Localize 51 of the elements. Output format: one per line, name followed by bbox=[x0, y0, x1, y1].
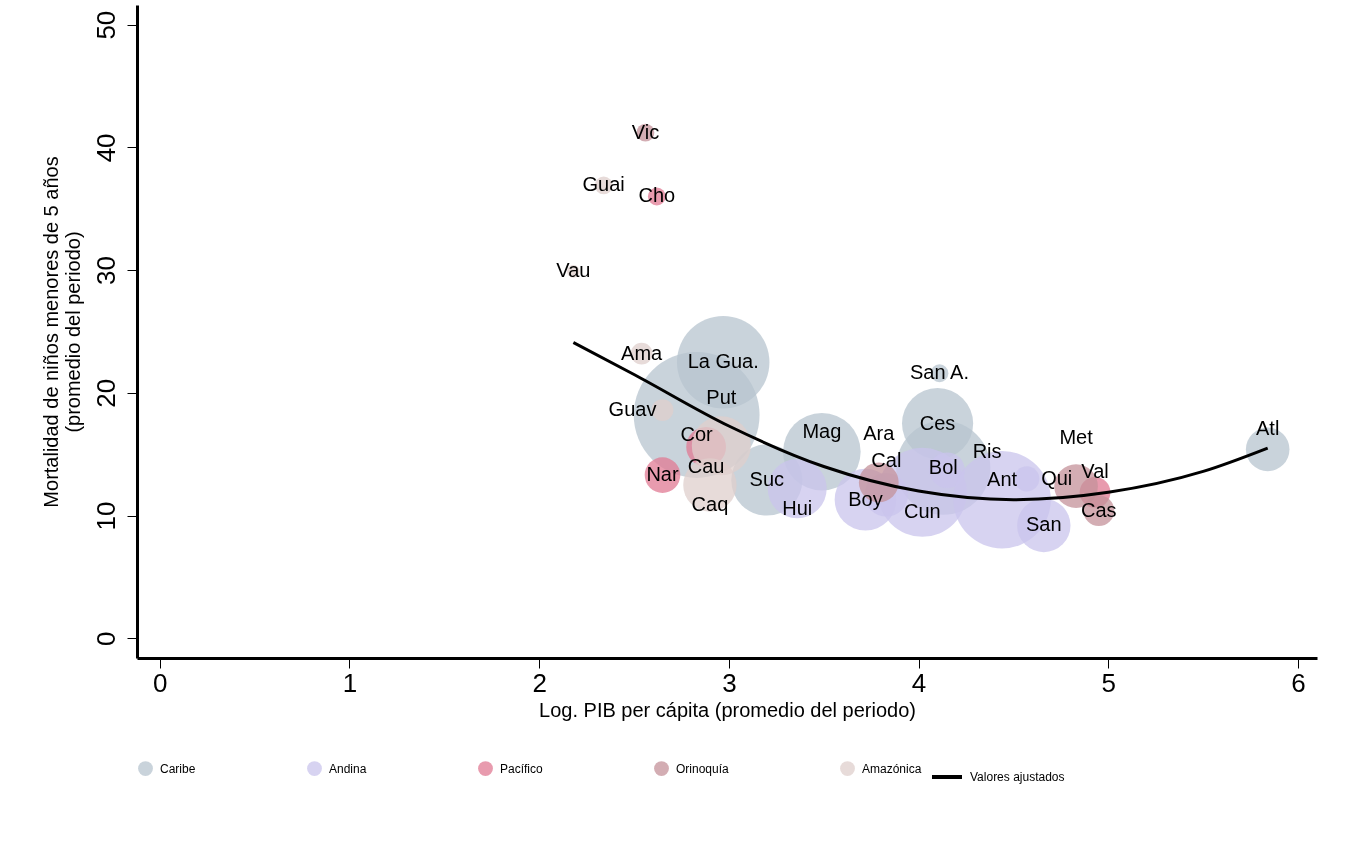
annotation: Nar bbox=[646, 463, 679, 486]
x-tick-label: 4 bbox=[911, 667, 927, 698]
x-tick-label: 3 bbox=[722, 667, 737, 698]
annotation: Cas bbox=[1081, 498, 1117, 521]
x-tick-label: 6 bbox=[1291, 667, 1306, 698]
x-tick-label: 2 bbox=[532, 667, 547, 698]
annotation: Cal bbox=[871, 448, 902, 471]
x-tick-label: 0 bbox=[153, 667, 168, 698]
legend-label: Andina bbox=[329, 761, 367, 776]
legend-label: Caribe bbox=[160, 761, 196, 776]
annotation: Boy bbox=[848, 487, 883, 510]
annotation: Ris bbox=[972, 440, 1002, 463]
annotation: Cor bbox=[680, 422, 714, 445]
y-tick-label: 40 bbox=[90, 133, 121, 163]
y-tick-label: 0 bbox=[90, 631, 121, 647]
legend-label: Amazónica bbox=[862, 761, 922, 776]
annotation: Suc bbox=[749, 468, 785, 491]
annotation: Ama bbox=[621, 341, 664, 364]
annotation: San A. bbox=[910, 361, 969, 384]
annotation: Cun bbox=[904, 500, 941, 523]
y-tick-label: 20 bbox=[90, 378, 121, 408]
annotation: Cau bbox=[687, 454, 725, 477]
annotation: Bol bbox=[928, 455, 958, 478]
annotation: Mag bbox=[802, 419, 842, 442]
x-tick-label: 1 bbox=[342, 667, 358, 698]
x-tick-label: 5 bbox=[1101, 667, 1117, 698]
annotation: Put bbox=[706, 385, 737, 408]
x-axis-title: Log. PIB per cápita (promedio del periodo) bbox=[539, 698, 916, 721]
y-tick-label: 30 bbox=[90, 256, 121, 286]
annotation: Caq bbox=[691, 492, 729, 515]
annotation: Atl bbox=[1256, 417, 1280, 440]
annotation: Cho bbox=[638, 184, 676, 207]
annotation: Vic bbox=[631, 120, 660, 143]
annotation: Met bbox=[1059, 426, 1094, 449]
annotation: La Gua. bbox=[687, 350, 759, 373]
annotation: Vau bbox=[556, 259, 591, 282]
annotation: San bbox=[1026, 513, 1062, 536]
annotation: Ant bbox=[987, 467, 1018, 490]
annotation: Qui bbox=[1041, 466, 1073, 489]
annotation: Hui bbox=[782, 496, 813, 519]
annotation: Ces bbox=[919, 411, 956, 434]
legend-label: Orinoquía bbox=[676, 761, 730, 776]
annotation: Guai bbox=[582, 173, 625, 196]
y-axis-title: Mortalidad de niños menores de 5 años (promedio del periodo) bbox=[39, 156, 84, 508]
legend-label: Pacífico bbox=[500, 761, 544, 776]
annotation: Ara bbox=[863, 422, 896, 445]
y-tick-label: 10 bbox=[90, 501, 121, 531]
y-tick-label: 50 bbox=[90, 10, 121, 40]
annotation: Val bbox=[1081, 460, 1109, 483]
legend-label: Valores ajustados bbox=[970, 770, 1065, 784]
annotation: Guav bbox=[608, 398, 657, 421]
